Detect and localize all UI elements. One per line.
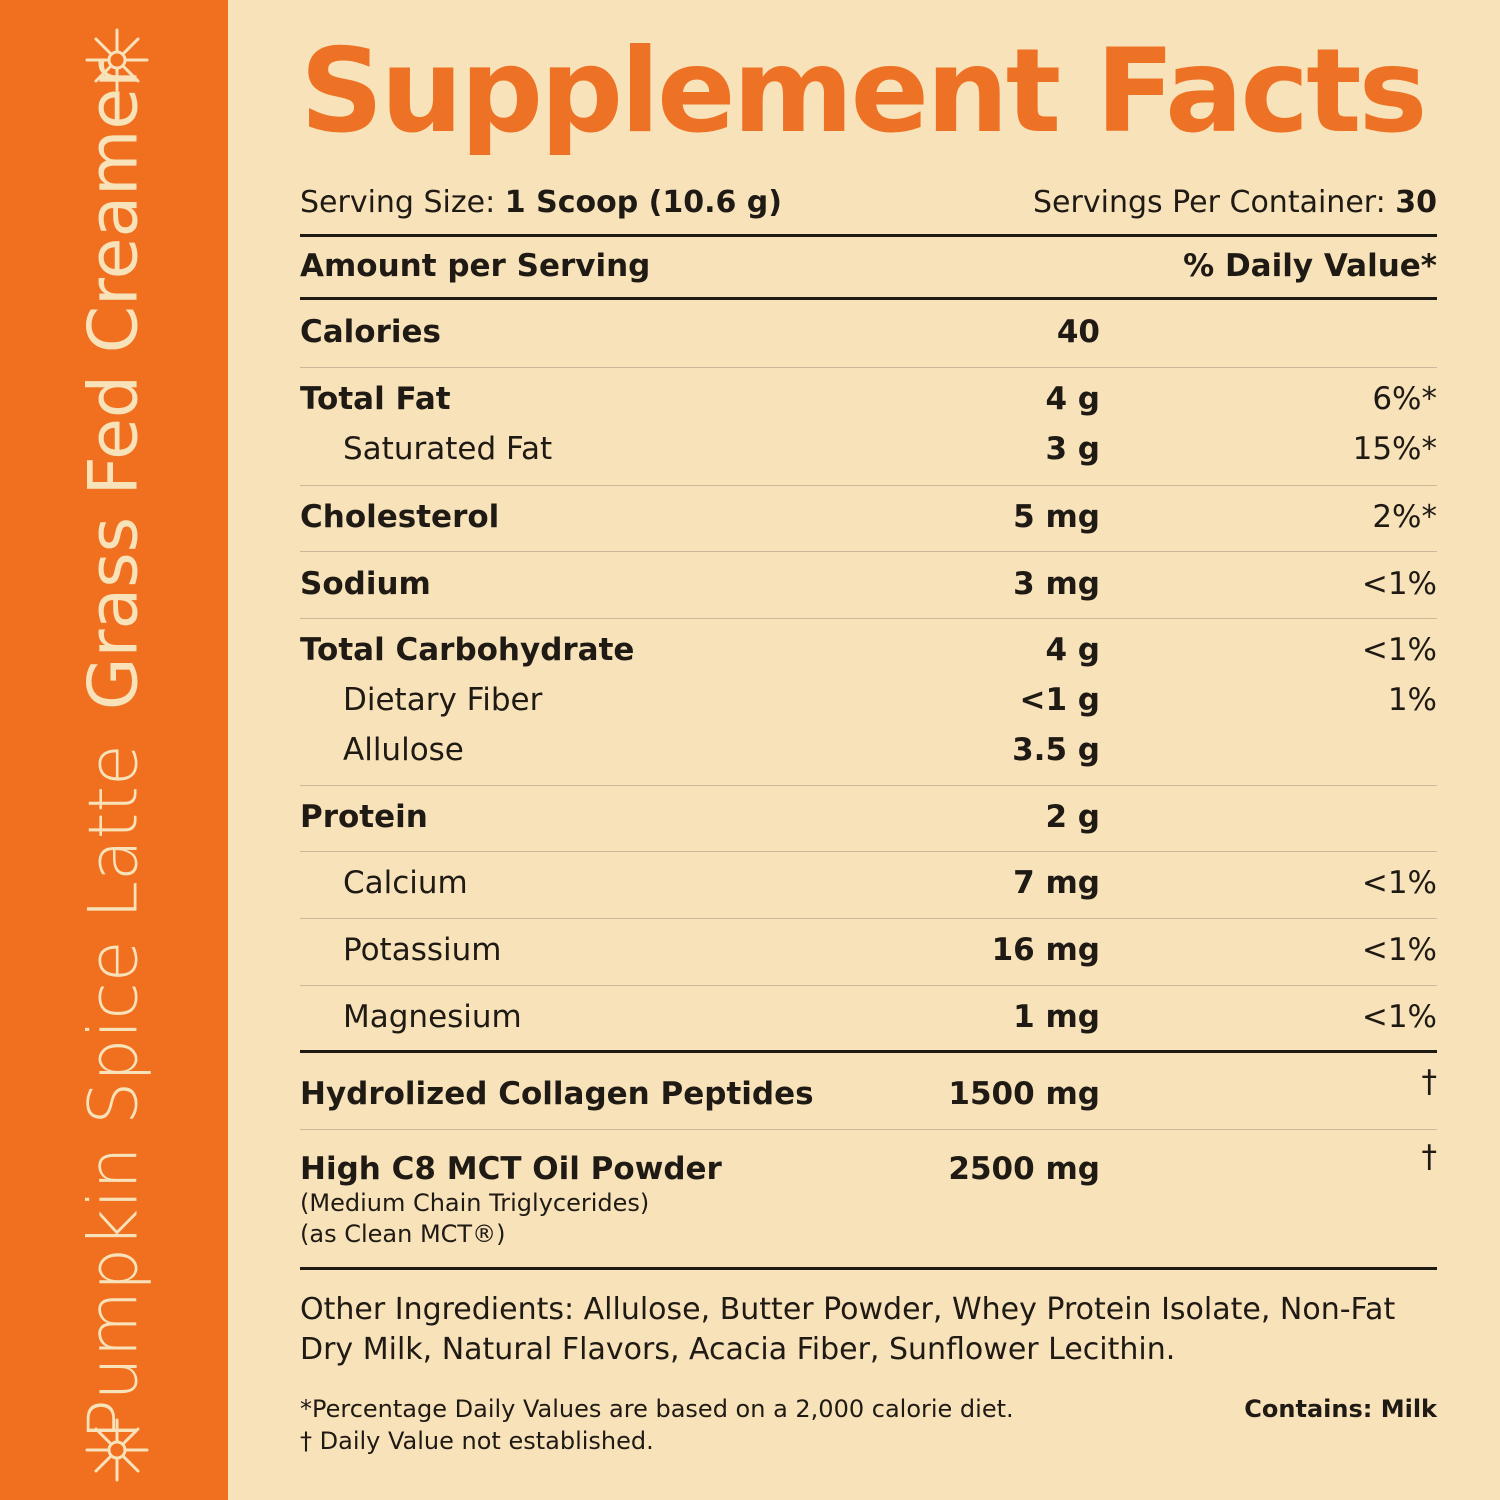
table-row: Potassium 16 mg <1% — [343, 932, 1437, 968]
footnote: † Daily Value not established. — [300, 1427, 654, 1455]
column-header-row: Amount per Serving % Daily Value* — [300, 242, 1437, 290]
page-title: Supplement Facts — [300, 24, 1428, 159]
divider — [300, 851, 1437, 852]
flavor-name: Pumpkin Spice Latte — [74, 744, 154, 1441]
divider — [300, 785, 1437, 786]
table-row: Total Carbohydrate 4 g <1% — [300, 632, 1437, 668]
amount-header: Amount per Serving — [300, 248, 651, 284]
table-row: High C8 MCT Oil Powder 2500 mg † — [300, 1139, 1437, 1187]
divider — [300, 1129, 1437, 1130]
divider — [300, 297, 1437, 300]
table-row: Magnesium 1 mg <1% — [343, 999, 1437, 1035]
dv-header: % Daily Value* — [1183, 248, 1437, 284]
serving-info: Serving Size: 1 Scoop (10.6 g) Servings … — [300, 180, 1437, 224]
product-name: Grass Fed Creamer — [74, 59, 154, 711]
serving-size: Serving Size: 1 Scoop (10.6 g) — [300, 184, 782, 220]
allergen-statement: Contains: Milk — [1244, 1395, 1437, 1423]
other-ingredients: Other Ingredients: Allulose, Butter Powd… — [300, 1292, 1396, 1367]
divider — [300, 485, 1437, 486]
divider — [300, 551, 1437, 552]
divider — [300, 1267, 1437, 1270]
mct-note: (Medium Chain Triglycerides) — [300, 1189, 650, 1217]
divider — [300, 918, 1437, 919]
footnotes: *Percentage Daily Values are based on a … — [300, 1393, 1014, 1457]
divider — [300, 985, 1437, 986]
table-row: Calories 40 — [300, 314, 1100, 350]
table-row: Cholesterol 5 mg 2%* — [300, 499, 1437, 535]
asterisk-star-icon — [85, 28, 149, 92]
table-row: Dietary Fiber <1 g 1% — [343, 682, 1437, 718]
divider — [300, 367, 1437, 368]
table-row: Hydrolized Collagen Peptides 1500 mg † — [300, 1064, 1437, 1112]
divider — [300, 234, 1437, 237]
divider — [300, 618, 1437, 619]
servings-per-container: Servings Per Container: 30 — [1033, 184, 1437, 220]
table-row: Sodium 3 mg <1% — [300, 566, 1437, 602]
table-row: Total Fat 4 g 6%* — [300, 381, 1437, 417]
mct-note: (as Clean MCT®) — [300, 1220, 506, 1248]
table-row: Saturated Fat 3 g 15%* — [343, 431, 1437, 467]
sidebar-band: Pumpkin Spice Latte Grass Fed Creamer — [0, 0, 228, 1500]
table-row: Protein 2 g — [300, 799, 1100, 835]
asterisk-star-icon — [85, 1418, 149, 1482]
table-row: Calcium 7 mg <1% — [343, 865, 1437, 901]
divider — [300, 1050, 1437, 1053]
footnote: *Percentage Daily Values are based on a … — [300, 1395, 1014, 1423]
table-row: Allulose 3.5 g — [343, 732, 1100, 768]
sidebar-product-name: Pumpkin Spice Latte Grass Fed Creamer — [75, 60, 154, 1440]
